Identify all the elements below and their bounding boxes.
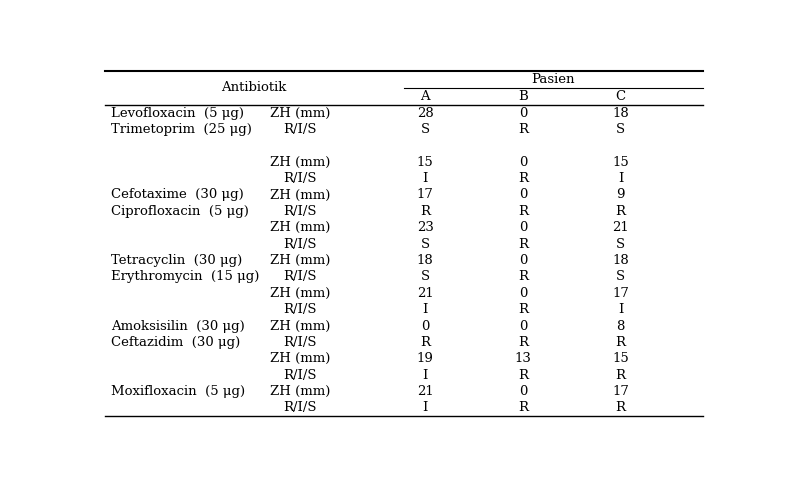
Text: 21: 21 — [612, 221, 629, 234]
Text: 15: 15 — [417, 156, 433, 169]
Text: R/I/S: R/I/S — [283, 336, 317, 349]
Text: 0: 0 — [519, 156, 527, 169]
Text: 17: 17 — [417, 189, 433, 202]
Text: 0: 0 — [519, 107, 527, 120]
Text: R: R — [518, 270, 528, 283]
Text: 23: 23 — [417, 221, 433, 234]
Text: 15: 15 — [612, 352, 629, 365]
Text: 13: 13 — [515, 352, 531, 365]
Text: R: R — [420, 205, 430, 218]
Text: R: R — [615, 401, 626, 414]
Text: Erythromycin  (15 μg): Erythromycin (15 μg) — [110, 270, 259, 283]
Text: Levofloxacin  (5 μg): Levofloxacin (5 μg) — [110, 107, 243, 120]
Text: A: A — [421, 90, 430, 103]
Text: 21: 21 — [417, 287, 433, 300]
Text: 19: 19 — [417, 352, 433, 365]
Text: S: S — [616, 238, 625, 251]
Text: R/I/S: R/I/S — [283, 401, 317, 414]
Text: I: I — [618, 303, 623, 316]
Text: S: S — [421, 238, 429, 251]
Text: Moxifloxacin  (5 μg): Moxifloxacin (5 μg) — [110, 385, 245, 398]
Text: R: R — [518, 303, 528, 316]
Text: 18: 18 — [417, 254, 433, 267]
Text: R/I/S: R/I/S — [283, 172, 317, 185]
Text: ZH (mm): ZH (mm) — [269, 352, 330, 365]
Text: R: R — [518, 172, 528, 185]
Text: 15: 15 — [612, 156, 629, 169]
Text: ZH (mm): ZH (mm) — [269, 287, 330, 300]
Text: 18: 18 — [612, 107, 629, 120]
Text: R: R — [518, 238, 528, 251]
Text: I: I — [422, 172, 428, 185]
Text: ZH (mm): ZH (mm) — [269, 221, 330, 234]
Text: R: R — [615, 369, 626, 382]
Text: Ceftazidim  (30 μg): Ceftazidim (30 μg) — [110, 336, 240, 349]
Text: R: R — [615, 336, 626, 349]
Text: R/I/S: R/I/S — [283, 205, 317, 218]
Text: ZH (mm): ZH (mm) — [269, 156, 330, 169]
Text: ZH (mm): ZH (mm) — [269, 254, 330, 267]
Text: I: I — [422, 369, 428, 382]
Text: I: I — [618, 172, 623, 185]
Text: R: R — [518, 369, 528, 382]
Text: R/I/S: R/I/S — [283, 123, 317, 136]
Text: 0: 0 — [519, 320, 527, 333]
Text: ZH (mm): ZH (mm) — [269, 107, 330, 120]
Text: 0: 0 — [421, 320, 429, 333]
Text: R: R — [518, 336, 528, 349]
Text: ZH (mm): ZH (mm) — [269, 385, 330, 398]
Text: ZH (mm): ZH (mm) — [269, 320, 330, 333]
Text: Ciprofloxacin  (5 μg): Ciprofloxacin (5 μg) — [110, 205, 248, 218]
Text: B: B — [518, 90, 528, 103]
Text: 8: 8 — [616, 320, 625, 333]
Text: S: S — [421, 270, 429, 283]
Text: R: R — [420, 336, 430, 349]
Text: Cefotaxime  (30 μg): Cefotaxime (30 μg) — [110, 189, 243, 202]
Text: Amoksisilin  (30 μg): Amoksisilin (30 μg) — [110, 320, 244, 333]
Text: Pasien: Pasien — [532, 73, 575, 86]
Text: 0: 0 — [519, 254, 527, 267]
Text: I: I — [422, 401, 428, 414]
Text: S: S — [616, 123, 625, 136]
Text: C: C — [615, 90, 626, 103]
Text: 28: 28 — [417, 107, 433, 120]
Text: R/I/S: R/I/S — [283, 303, 317, 316]
Text: I: I — [422, 303, 428, 316]
Text: R: R — [518, 123, 528, 136]
Text: 0: 0 — [519, 221, 527, 234]
Text: R/I/S: R/I/S — [283, 270, 317, 283]
Text: 0: 0 — [519, 287, 527, 300]
Text: 9: 9 — [616, 189, 625, 202]
Text: R: R — [615, 205, 626, 218]
Text: S: S — [421, 123, 429, 136]
Text: R/I/S: R/I/S — [283, 369, 317, 382]
Text: R: R — [518, 401, 528, 414]
Text: 0: 0 — [519, 189, 527, 202]
Text: Tetracyclin  (30 μg): Tetracyclin (30 μg) — [110, 254, 242, 267]
Text: S: S — [616, 270, 625, 283]
Text: 18: 18 — [612, 254, 629, 267]
Text: Trimetoprim  (25 μg): Trimetoprim (25 μg) — [110, 123, 251, 136]
Text: 0: 0 — [519, 385, 527, 398]
Text: R/I/S: R/I/S — [283, 238, 317, 251]
Text: R: R — [518, 205, 528, 218]
Text: ZH (mm): ZH (mm) — [269, 189, 330, 202]
Text: Antibiotik: Antibiotik — [221, 81, 287, 94]
Text: 21: 21 — [417, 385, 433, 398]
Text: 17: 17 — [612, 287, 629, 300]
Text: 17: 17 — [612, 385, 629, 398]
